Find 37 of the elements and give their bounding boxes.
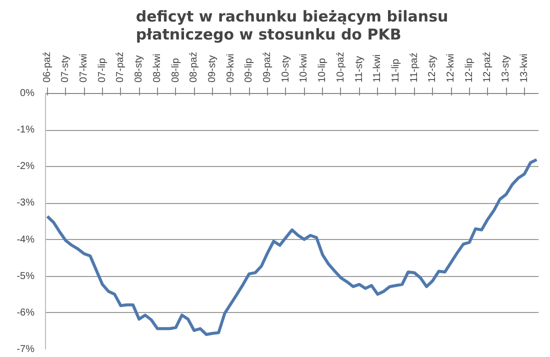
y-tick-label: -7% xyxy=(16,344,35,355)
x-tick-label: 06-paź xyxy=(42,52,53,82)
x-tick-label: 08-paź xyxy=(188,52,200,82)
x-tick-label: 12-kwi xyxy=(446,54,457,82)
x-tick-label: 10-sty xyxy=(280,55,292,82)
x-tick-label: 08-lip xyxy=(170,58,182,82)
y-tick-label: -2% xyxy=(16,161,35,172)
x-tick-label: 09-paź xyxy=(262,52,274,82)
x-tick-label: 10-kwi xyxy=(298,54,310,82)
x-tick-label: 13-sty xyxy=(500,55,512,82)
x-tick-label: 09-sty xyxy=(206,55,218,82)
x-tick-label: 12-sty xyxy=(427,55,438,82)
x-tick-label: 10-lip xyxy=(317,58,328,82)
x-tick-label: 11-sty xyxy=(354,56,365,82)
y-tick-label: -6% xyxy=(16,307,35,318)
x-tick-label: 13-kwi xyxy=(518,54,530,82)
x-tick-label: 08-sty xyxy=(134,55,145,82)
line-series xyxy=(46,158,538,336)
x-tick-label: 11-kwi xyxy=(372,54,384,82)
x-tick-label: 11-paź xyxy=(408,52,420,82)
y-tick-label: -5% xyxy=(16,270,35,282)
x-tick-label: 07-sty xyxy=(60,55,72,82)
y-tick-label: -1% xyxy=(16,124,35,136)
x-tick-label: 12-lip xyxy=(464,58,475,82)
x-tick-label: 09-kwi xyxy=(225,54,236,82)
y-tick-label: -4% xyxy=(16,234,35,246)
x-tick-label: 08-kwi xyxy=(152,54,163,82)
x-tick-label: 07-lip xyxy=(96,58,108,82)
chart-title: deficyt w rachunku bieżącym bilansu płatniczego w stosunku do PKB xyxy=(136,8,448,44)
x-tick-label: 11-lip xyxy=(390,58,402,82)
x-tick-label: 07-paź xyxy=(115,52,126,82)
x-tick-label: 07-kwi xyxy=(78,54,90,82)
y-tick-label: -3% xyxy=(16,198,35,209)
x-tick-label: 10-paź xyxy=(335,52,346,82)
x-tick-label: 09-lip xyxy=(244,58,255,82)
x-tick-label: 12-paź xyxy=(482,52,494,82)
y-tick-label: 0% xyxy=(20,88,35,99)
